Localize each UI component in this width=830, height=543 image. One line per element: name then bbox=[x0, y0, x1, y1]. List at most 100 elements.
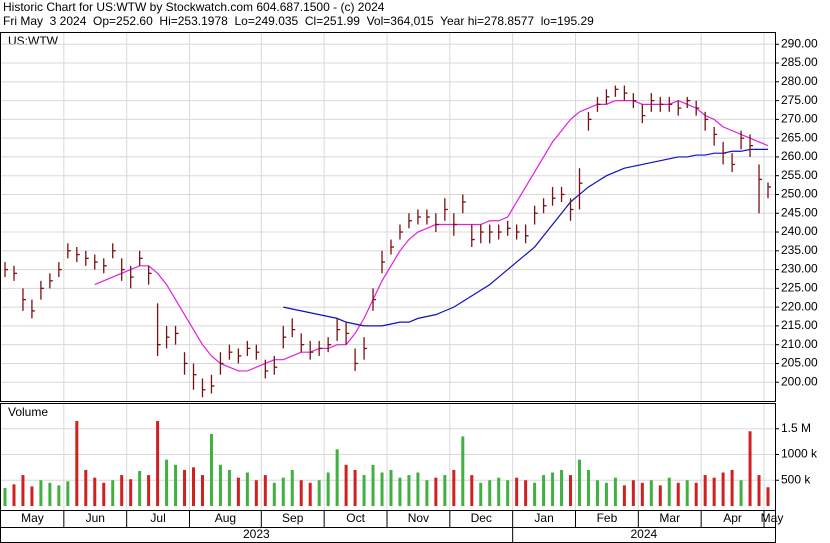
y-tick-label: 245.00 bbox=[781, 205, 818, 219]
x-tick-label: Oct bbox=[346, 511, 365, 525]
x-tick-label: May bbox=[21, 511, 44, 525]
volume-bar bbox=[111, 480, 115, 506]
volume-bar bbox=[30, 486, 34, 506]
volume-bar bbox=[542, 475, 546, 506]
y-tick-label: 290.00 bbox=[781, 36, 818, 50]
volume-bar bbox=[613, 477, 617, 506]
y-tick-label: 1.5 M bbox=[781, 421, 811, 435]
volume-bar bbox=[694, 482, 698, 506]
volume-bar bbox=[667, 477, 671, 506]
volume-bar bbox=[452, 469, 456, 506]
year-label: 2024 bbox=[630, 527, 657, 541]
volume-bar bbox=[254, 480, 258, 506]
volume-bar bbox=[649, 480, 653, 506]
volume-bar bbox=[48, 482, 52, 506]
volume-bar bbox=[263, 475, 267, 506]
year-label: 2023 bbox=[243, 527, 270, 541]
volume-bar bbox=[524, 480, 528, 506]
volume-bar bbox=[551, 472, 555, 506]
volume-bar bbox=[317, 480, 321, 506]
volume-bar bbox=[685, 480, 689, 506]
symbol-label: US:WTW bbox=[8, 34, 59, 48]
volume-bar bbox=[93, 477, 97, 506]
volume-bar bbox=[156, 421, 160, 506]
volume-bar bbox=[560, 469, 564, 506]
volume-bar bbox=[595, 480, 599, 506]
volume-bar bbox=[165, 459, 169, 506]
volume-bar bbox=[497, 477, 501, 506]
volume-bar bbox=[389, 469, 393, 506]
volume-bar bbox=[138, 470, 142, 506]
volume-bar bbox=[227, 469, 231, 506]
volume-bar bbox=[640, 482, 644, 506]
volume-bar bbox=[192, 467, 196, 506]
volume-bar bbox=[209, 433, 213, 506]
y-tick-label: 235.00 bbox=[781, 243, 818, 257]
volume-bar bbox=[712, 477, 716, 506]
volume-bar bbox=[129, 479, 133, 506]
volume-bar bbox=[102, 482, 106, 506]
y-tick-label: 255.00 bbox=[781, 168, 818, 182]
volume-bar bbox=[326, 472, 330, 506]
volume-bar bbox=[335, 449, 339, 506]
x-tick-label: Sep bbox=[282, 511, 304, 525]
volume-bar bbox=[748, 431, 752, 506]
volume-bar bbox=[533, 482, 537, 506]
y-tick-label: 280.00 bbox=[781, 74, 818, 88]
volume-bar bbox=[757, 475, 761, 506]
volume-bar bbox=[218, 464, 222, 506]
y-tick-label: 260.00 bbox=[781, 149, 818, 163]
volume-bar bbox=[703, 475, 707, 506]
y-tick-label: 230.00 bbox=[781, 262, 818, 276]
volume-bar bbox=[631, 480, 635, 506]
volume-bar bbox=[57, 485, 61, 506]
moving-average-line bbox=[283, 148, 768, 327]
volume-bar bbox=[479, 482, 483, 506]
y-tick-label: 200.00 bbox=[781, 374, 818, 388]
y-tick-label: 250.00 bbox=[781, 187, 818, 201]
volume-bar bbox=[236, 477, 240, 506]
volume-bar bbox=[84, 469, 88, 506]
volume-bar bbox=[434, 477, 438, 506]
volume-label: Volume bbox=[8, 405, 48, 419]
price-panel bbox=[0, 32, 776, 402]
volume-bar bbox=[658, 485, 662, 506]
volume-bar bbox=[120, 475, 124, 506]
volume-bar bbox=[281, 477, 285, 506]
volume-bar bbox=[398, 477, 402, 506]
volume-bar bbox=[371, 464, 375, 506]
volume-bar bbox=[470, 475, 474, 506]
y-tick-label: 285.00 bbox=[781, 55, 818, 69]
volume-bar bbox=[272, 482, 276, 506]
volume-bar bbox=[200, 475, 204, 506]
volume-bar bbox=[622, 485, 626, 506]
volume-bar bbox=[299, 480, 303, 506]
x-tick-label: Jun bbox=[86, 511, 105, 525]
moving-average-line bbox=[94, 99, 769, 372]
volume-bar bbox=[506, 480, 510, 506]
volume-bar bbox=[344, 464, 348, 506]
x-tick-label: Apr bbox=[723, 511, 742, 525]
volume-bar bbox=[407, 475, 411, 506]
volume-bar bbox=[577, 459, 581, 506]
y-tick-label: 500 k bbox=[781, 472, 811, 486]
y-tick-label: 210.00 bbox=[781, 337, 818, 351]
volume-bar bbox=[39, 480, 43, 506]
volume-bar bbox=[245, 472, 249, 506]
volume-bar bbox=[3, 487, 7, 506]
y-tick-label: 270.00 bbox=[781, 112, 818, 126]
chart-title: Historic Chart for US:WTW by Stockwatch.… bbox=[3, 0, 385, 14]
volume-bar bbox=[75, 421, 79, 506]
volume-bar bbox=[461, 436, 465, 506]
x-tick-label: Jan bbox=[534, 511, 553, 525]
y-tick-label: 215.00 bbox=[781, 318, 818, 332]
volume-bar bbox=[586, 469, 590, 506]
y-tick-label: 1000 k bbox=[781, 447, 818, 461]
volume-bar bbox=[174, 464, 178, 506]
y-tick-label: 225.00 bbox=[781, 281, 818, 295]
volume-bar bbox=[425, 480, 429, 506]
y-tick-label: 220.00 bbox=[781, 299, 818, 313]
volume-bar bbox=[308, 482, 312, 506]
volume-bar bbox=[362, 475, 366, 506]
